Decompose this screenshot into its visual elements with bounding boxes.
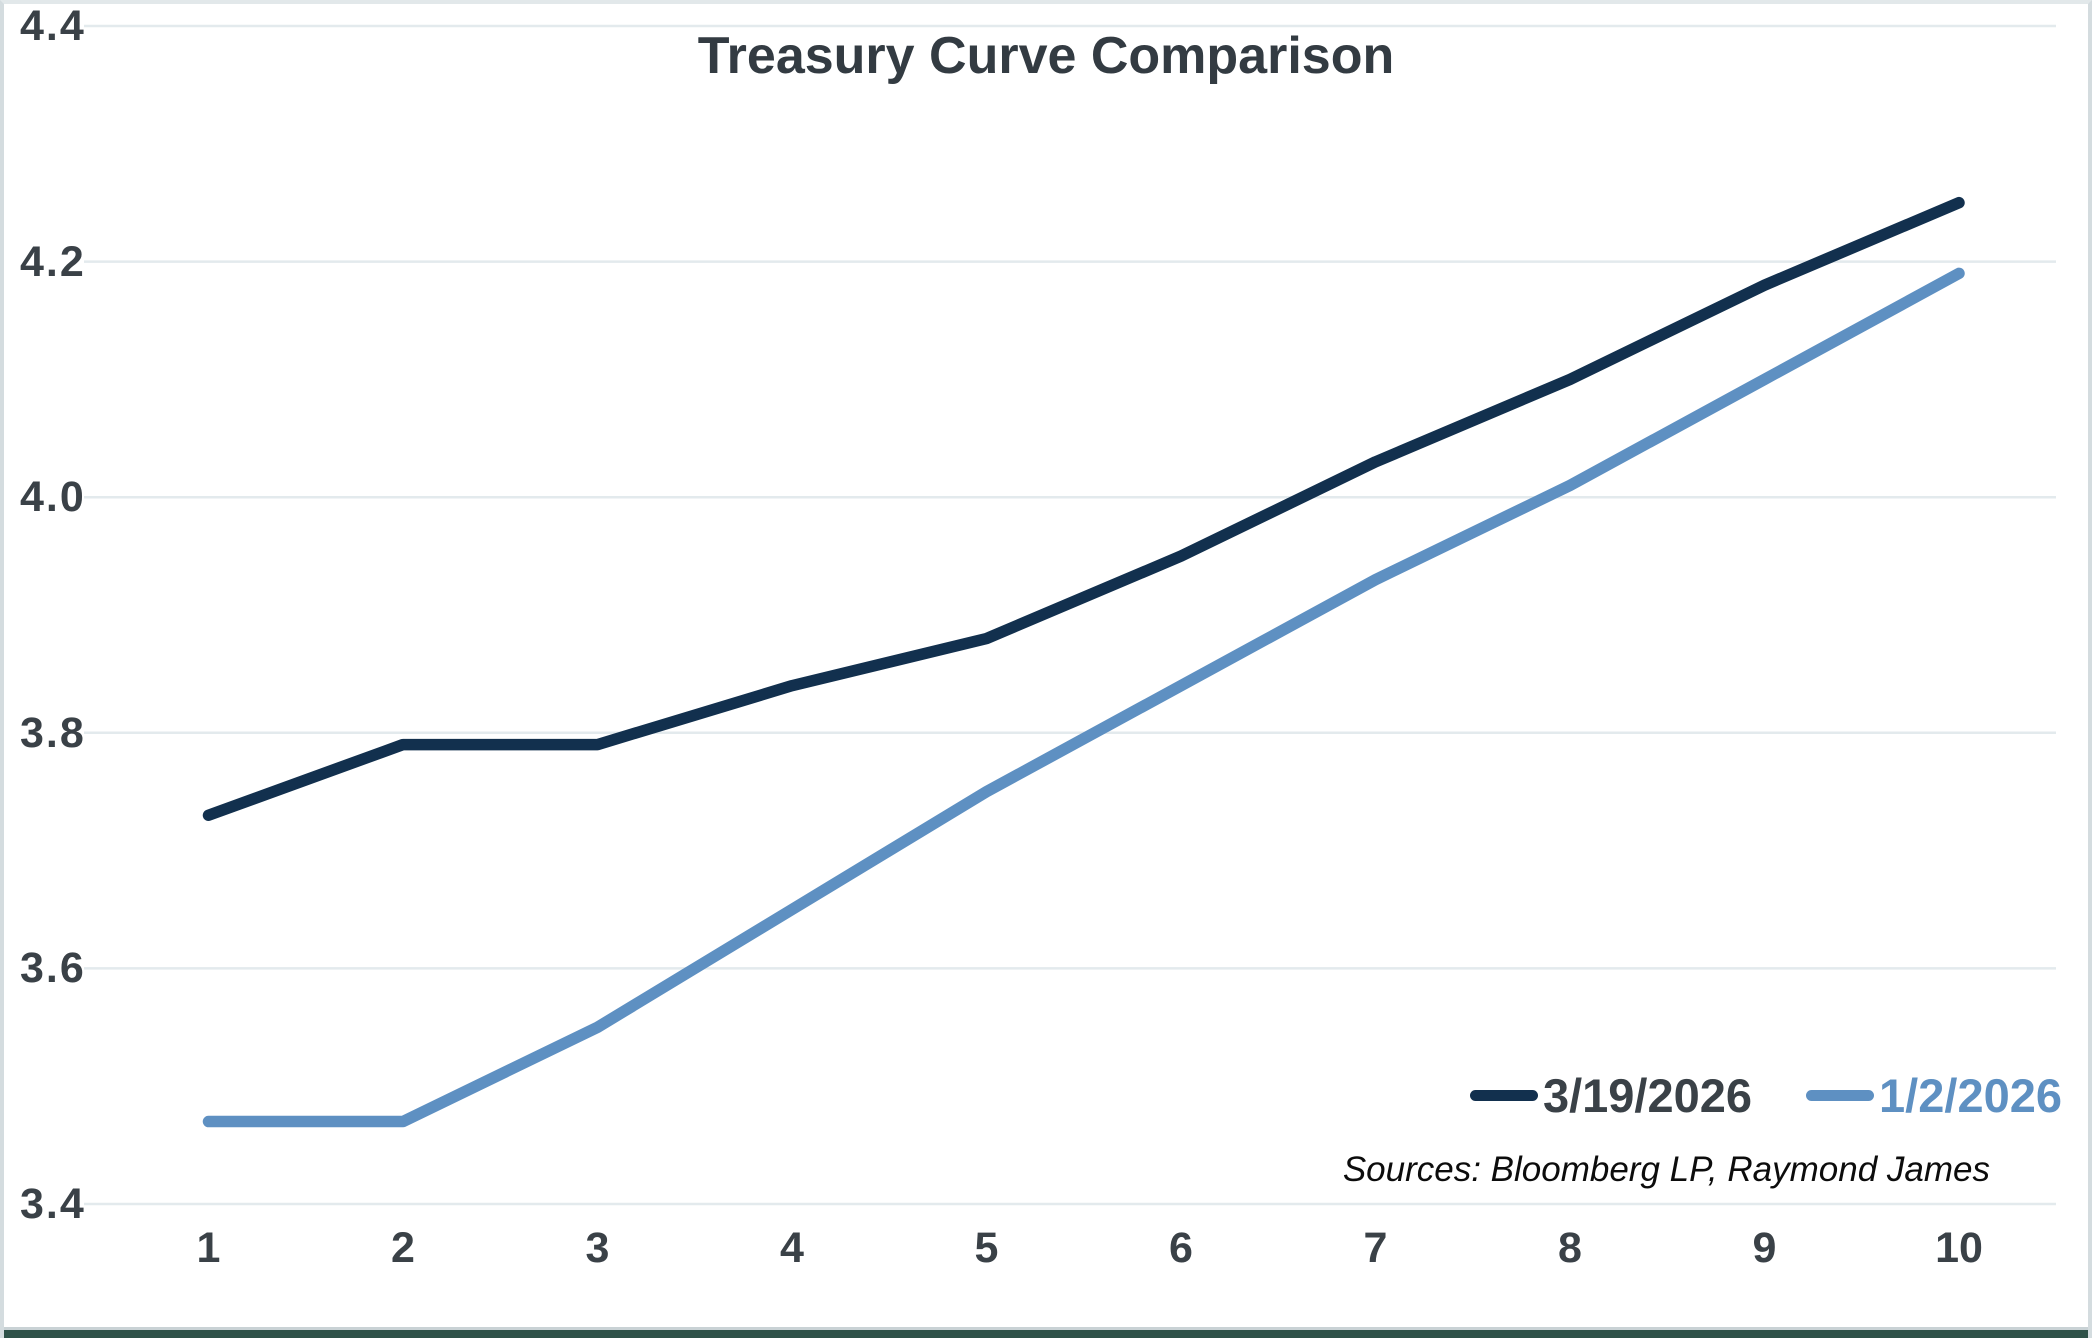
series-line-1-2-2026: [202, 267, 1965, 1128]
chart-title: Treasury Curve Comparison: [697, 27, 1395, 85]
x-tick-label: 9: [1752, 1224, 1777, 1272]
chart-legend: 3/19/2026 1/2/2026: [1469, 1069, 2062, 1122]
y-tick-label: 4.0: [20, 473, 86, 522]
x-tick-label: 3: [585, 1224, 610, 1272]
x-tick-label: 7: [1363, 1224, 1388, 1272]
x-tick-label: 8: [1558, 1224, 1582, 1272]
x-tick-label: 4: [780, 1224, 804, 1272]
series-line-3-19-2026: [202, 196, 1965, 822]
y-tick-label: 3.6: [20, 944, 86, 993]
legend-swatch-light-line-icon: [1806, 1090, 1875, 1101]
x-tick-label: 5: [974, 1224, 999, 1272]
x-tick-label: 10: [1935, 1224, 1983, 1272]
line-chart-plot: [84, 24, 2056, 1206]
x-tick-label: 1: [196, 1224, 221, 1272]
legend-item-3-19-2026: 3/19/2026: [1469, 1069, 1753, 1122]
x-tick-label: 2: [391, 1224, 415, 1272]
legend-item-1-2-2026: 1/2/2026: [1806, 1072, 2062, 1119]
y-tick-label: 4.4: [20, 2, 86, 50]
sources-note: Sources: Bloomberg LP, Raymond James: [1342, 1150, 1990, 1189]
y-tick-label: 3.8: [20, 708, 86, 757]
legend-swatch-dark-line-icon: [1469, 1090, 1538, 1101]
y-tick-label: 3.4: [20, 1180, 86, 1228]
y-tick-label: 4.2: [20, 237, 86, 286]
legend-label: 3/19/2026: [1542, 1069, 1753, 1122]
bottom-border-bar: [4, 1327, 2088, 1338]
x-tick-label: 6: [1169, 1224, 1193, 1272]
legend-label: 1/2/2026: [1879, 1069, 2062, 1122]
